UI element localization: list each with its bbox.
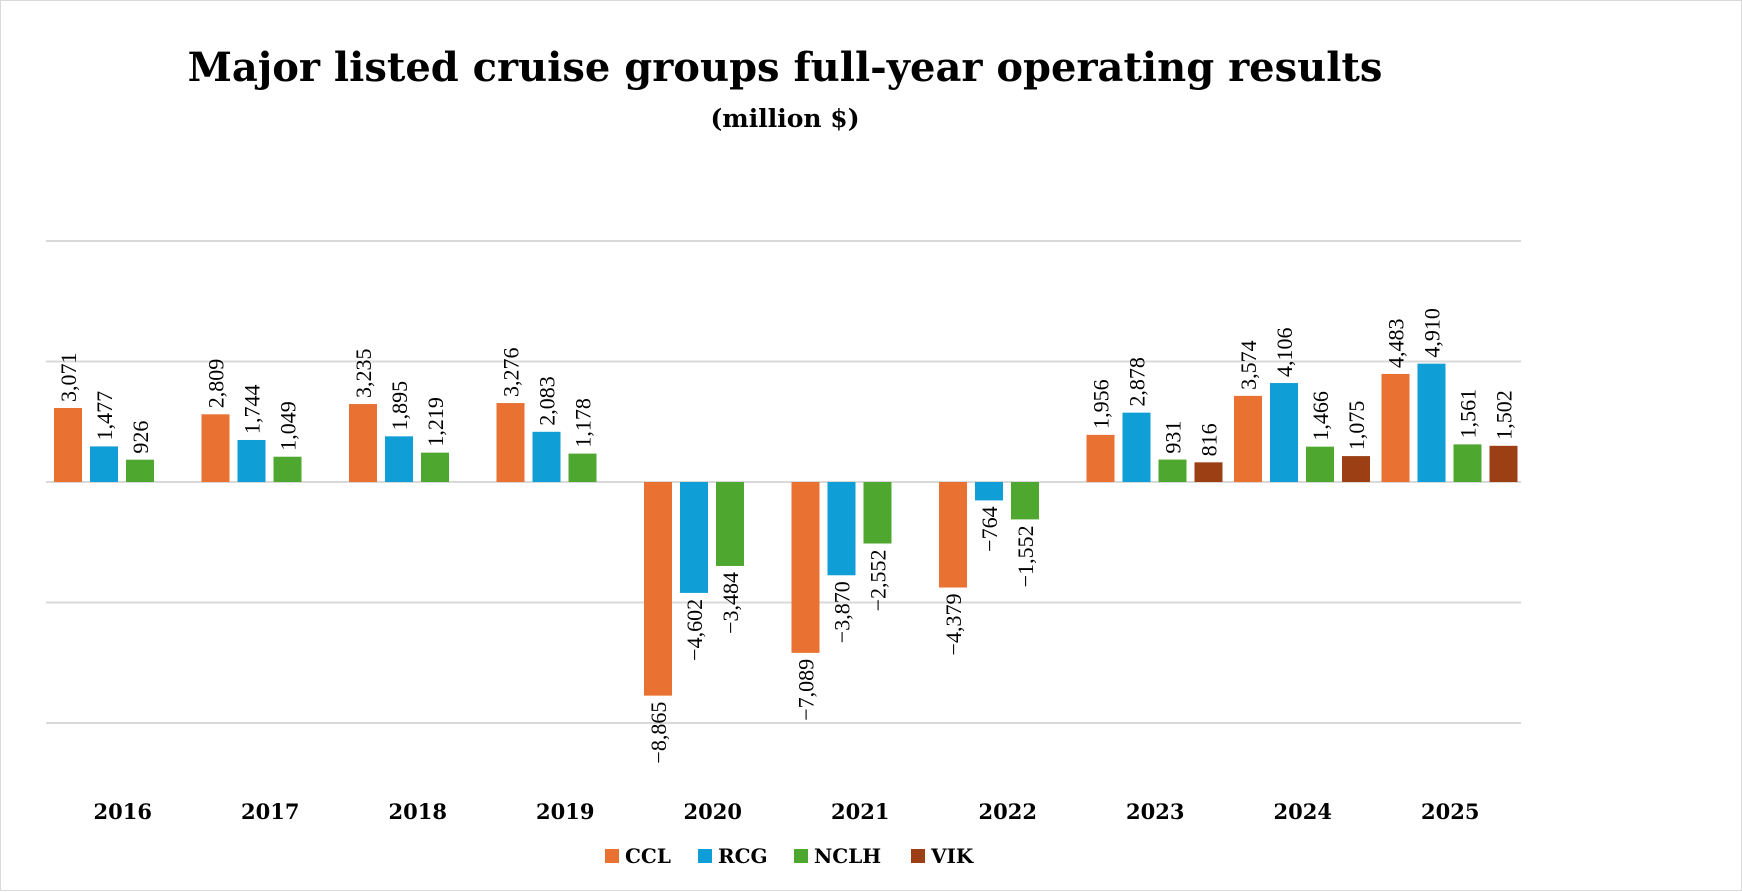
category-label: 2025 (1421, 799, 1479, 824)
chart-title: Major listed cruise groups full-year ope… (188, 44, 1383, 91)
bar-rcg (975, 482, 1003, 501)
data-label: 4,106 (1272, 328, 1297, 378)
data-labels: 3,071 2,809 3,235 3,276 −8,865 −7,089 −4,379 1,… (56, 308, 1517, 763)
category-label: 2024 (1274, 799, 1332, 824)
bar-rcg (827, 482, 856, 576)
bars (54, 363, 1518, 696)
data-label: −1,552 (1013, 525, 1038, 587)
data-label: 3,276 (499, 348, 524, 398)
category-label: 2022 (979, 799, 1037, 824)
category-label: 2019 (536, 799, 594, 824)
bar-nclh (1011, 482, 1039, 520)
category-axis: 2016 2017 2018 2019 2020 2021 2022 2023 2024 2025 (94, 799, 1480, 824)
data-label: 1,477 (92, 391, 117, 441)
bar-rcg (385, 436, 413, 482)
bar-rcg (237, 439, 266, 482)
bar-rcg (1417, 363, 1446, 482)
data-label: 1,219 (423, 397, 448, 447)
data-label: −4,602 (682, 599, 707, 661)
legend-label-vik: VIK (930, 844, 974, 868)
bar-rcg (532, 431, 561, 482)
bar-nclh (568, 453, 597, 482)
bar-ccl (1086, 434, 1115, 482)
legend-label-nclh: NCLH (814, 844, 881, 868)
data-label: 926 (128, 421, 153, 454)
bar-ccl (496, 403, 525, 482)
legend-swatch-ccl (605, 849, 619, 863)
bar-ccl (644, 482, 672, 696)
bar-nclh (273, 456, 302, 482)
data-label: 3,235 (351, 349, 376, 399)
bar-nclh (863, 482, 892, 544)
bar-rcg (1122, 412, 1151, 482)
bar-ccl (1381, 373, 1410, 482)
data-label: 4,910 (1420, 308, 1445, 358)
data-label: 1,049 (276, 401, 301, 451)
category-label: 2020 (684, 799, 742, 824)
data-label: 2,083 (535, 376, 560, 426)
bar-nclh (1158, 459, 1187, 482)
legend-swatch-nclh (794, 849, 808, 863)
legend-label-ccl: CCL (625, 844, 671, 868)
bar-rcg (90, 446, 118, 482)
chart-subtitle: (million $) (710, 104, 859, 133)
bar-vik (1194, 462, 1223, 482)
data-label: 1,466 (1308, 391, 1333, 441)
data-label: −3,484 (718, 572, 743, 634)
bar-vik (1489, 445, 1518, 482)
category-label: 2021 (831, 799, 889, 824)
bar-ccl (939, 482, 967, 588)
data-label: −7,089 (794, 659, 819, 721)
legend: CCL RCG NCLH VIK (605, 844, 974, 868)
legend-swatch-rcg (698, 849, 712, 863)
bar-ccl (791, 482, 820, 653)
data-label: 2,809 (204, 359, 229, 409)
bar-ccl (54, 407, 82, 482)
data-label: 1,895 (387, 381, 412, 431)
category-label: 2016 (94, 799, 152, 824)
data-label: 1,956 (1089, 379, 1114, 429)
data-label: 1,744 (240, 384, 265, 434)
grid (46, 240, 1521, 724)
data-label: 931 (1161, 421, 1186, 454)
data-label: 3,071 (56, 352, 81, 402)
category-label: 2017 (241, 799, 299, 824)
bar-nclh (126, 459, 154, 482)
data-label: 2,878 (1125, 357, 1150, 407)
bar-nclh (1453, 444, 1482, 482)
bar-ccl (201, 414, 230, 482)
bar-ccl (349, 404, 377, 482)
data-label: −8,865 (646, 702, 671, 764)
data-label: −2,552 (866, 550, 891, 612)
legend-label-rcg: RCG (718, 844, 768, 868)
category-label: 2023 (1126, 799, 1184, 824)
bar-nclh (421, 452, 449, 482)
data-label: 1,178 (571, 398, 596, 448)
bar-ccl (1234, 395, 1262, 482)
data-label: −3,870 (830, 581, 855, 643)
bar-nclh (716, 482, 744, 566)
data-label: 1,502 (1492, 390, 1517, 440)
data-label: 816 (1197, 423, 1222, 456)
data-label: −4,379 (941, 594, 966, 656)
legend-swatch-vik (911, 849, 925, 863)
bar-nclh (1306, 446, 1334, 482)
data-label: −764 (977, 506, 1002, 551)
data-label: 1,561 (1456, 389, 1481, 439)
data-label: 3,574 (1236, 340, 1261, 390)
bar-vik (1342, 456, 1370, 482)
data-label: 1,075 (1344, 401, 1369, 451)
data-label: 4,483 (1384, 318, 1409, 368)
bar-rcg (680, 482, 708, 593)
bar-rcg (1270, 383, 1298, 482)
category-label: 2018 (389, 799, 447, 824)
